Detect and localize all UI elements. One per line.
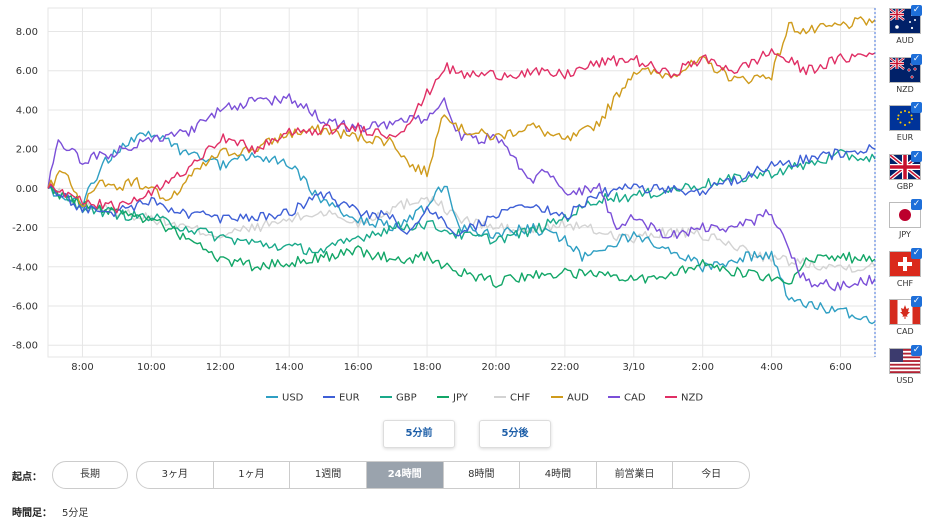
- legend-item-usd[interactable]: USD: [266, 393, 304, 404]
- legend-label: NZD: [681, 393, 703, 404]
- origin-option[interactable]: 1ヶ月: [212, 462, 290, 488]
- x-tick-label: 18:00: [413, 362, 442, 373]
- currency-code: AUD: [896, 36, 914, 45]
- currency-toggle-cad[interactable]: ✓ CAD: [888, 296, 922, 336]
- y-tick-label: -2.00: [12, 223, 38, 234]
- legend-label: GBP: [396, 393, 417, 404]
- legend-item-aud[interactable]: AUD: [551, 393, 589, 404]
- checkbox-checked-icon[interactable]: ✓: [911, 5, 922, 16]
- x-tick-label: 16:00: [344, 362, 373, 373]
- origin-option[interactable]: 1週間: [289, 462, 366, 488]
- timeframe-value[interactable]: 5分足: [62, 508, 89, 519]
- y-tick-label: 4.00: [16, 105, 38, 116]
- checkbox-checked-icon[interactable]: ✓: [911, 102, 922, 113]
- checkbox-checked-icon[interactable]: ✓: [911, 199, 922, 210]
- series-line-gbp: [47, 149, 876, 256]
- y-tick-label: 0.00: [16, 184, 38, 195]
- series-line-cad: [47, 93, 876, 292]
- origin-option[interactable]: 24時間: [365, 462, 443, 488]
- currency-code: USD: [896, 375, 914, 385]
- x-tick-label: 8:00: [71, 362, 93, 373]
- y-tick-label: -8.00: [12, 341, 38, 352]
- checkbox-checked-icon[interactable]: ✓: [911, 53, 922, 65]
- x-tick-label: 2:00: [691, 362, 713, 373]
- currency-code: CAD: [896, 327, 914, 336]
- prev-5min-button[interactable]: 5分前: [383, 420, 455, 448]
- series-line-eur: [47, 144, 876, 237]
- checkbox-checked-icon[interactable]: ✓: [911, 247, 922, 259]
- origin-label: 起点：: [12, 472, 42, 483]
- y-tick-label: -4.00: [12, 262, 38, 273]
- legend-item-gbp[interactable]: GBP: [380, 393, 417, 404]
- currency-panel: ✓ AUD ✓ NZD ✓ EUR ✓ GBP ✓ JPY ✓ CHF ✓ CAD ✓ USD: [878, 0, 932, 385]
- legend-label: USD: [282, 393, 304, 404]
- x-tick-label: 4:00: [760, 362, 782, 373]
- legend-item-nzd[interactable]: NZD: [665, 393, 703, 404]
- currency-toggle-jpy[interactable]: ✓ JPY: [888, 199, 922, 239]
- series-line-jpy: [47, 185, 876, 289]
- next-5min-button[interactable]: 5分後: [479, 420, 551, 448]
- origin-option[interactable]: 前営業日: [595, 462, 673, 488]
- currency-toggle-gbp[interactable]: ✓ GBP: [888, 150, 922, 191]
- legend-label: CHF: [510, 393, 531, 404]
- legend-label: JPY: [452, 393, 469, 404]
- x-tick-label: 6:00: [829, 362, 851, 373]
- legend-label: CAD: [624, 393, 646, 404]
- x-tick-label: 10:00: [137, 362, 166, 373]
- currency-code: CHF: [896, 278, 914, 288]
- japan-flag-icon: [889, 202, 921, 228]
- currency-toggle-chf[interactable]: ✓ CHF: [888, 247, 922, 288]
- currency-code: EUR: [896, 133, 914, 142]
- legend-item-cad[interactable]: CAD: [608, 393, 646, 404]
- checkbox-checked-icon[interactable]: ✓: [911, 150, 922, 162]
- timeframe-label: 時間足：: [12, 508, 52, 519]
- x-tick-label: 12:00: [206, 362, 235, 373]
- series-line-aud: [47, 16, 876, 208]
- legend-label: EUR: [339, 393, 360, 404]
- currency-toggle-aud[interactable]: ✓ AUD: [888, 5, 922, 45]
- currency-code: JPY: [899, 230, 911, 239]
- origin-selector: 3ヶ月 1ヶ月 1週間 24時間 8時間 4時間 前営業日 今日: [136, 461, 750, 489]
- origin-option[interactable]: 今日: [672, 462, 749, 488]
- x-tick-label: 22:00: [550, 362, 579, 373]
- y-tick-label: 8.00: [16, 27, 38, 38]
- new-zealand-flag-icon: [889, 56, 921, 83]
- currency-toggle-nzd[interactable]: ✓ NZD: [888, 53, 922, 94]
- origin-option[interactable]: 8時間: [442, 462, 520, 488]
- currency-toggle-usd[interactable]: ✓ USD: [888, 344, 922, 385]
- long-term-label: 長期: [80, 469, 100, 480]
- fx-strength-chart: 8.00 6.00 4.00 2.00 0.00 -2.00 -4.00 -6.00 -8.00…: [12, 7, 876, 404]
- series-line-nzd: [47, 48, 876, 214]
- checkbox-checked-icon[interactable]: ✓: [911, 344, 922, 356]
- x-tick-label: 14:00: [275, 362, 304, 373]
- y-tick-label: 6.00: [16, 66, 38, 77]
- legend-item-eur[interactable]: EUR: [323, 393, 360, 404]
- plot-frame: [47, 7, 876, 358]
- legend-item-jpy[interactable]: JPY: [437, 393, 469, 404]
- y-tick-label: -6.00: [12, 302, 38, 313]
- origin-option[interactable]: 4時間: [519, 462, 596, 488]
- x-tick-label: 3/10: [623, 362, 645, 373]
- currency-code: GBP: [896, 181, 914, 191]
- legend-item-chf[interactable]: CHF: [494, 393, 531, 404]
- legend-label: AUD: [567, 393, 589, 404]
- currency-toggle-eur[interactable]: ✓ EUR: [888, 102, 922, 142]
- y-tick-label: 2.00: [16, 145, 38, 156]
- origin-option[interactable]: 3ヶ月: [161, 469, 188, 480]
- long-term-button[interactable]: 長期: [52, 461, 128, 489]
- x-tick-label: 20:00: [482, 362, 511, 373]
- checkbox-checked-icon[interactable]: ✓: [911, 296, 922, 307]
- currency-code: NZD: [896, 84, 914, 94]
